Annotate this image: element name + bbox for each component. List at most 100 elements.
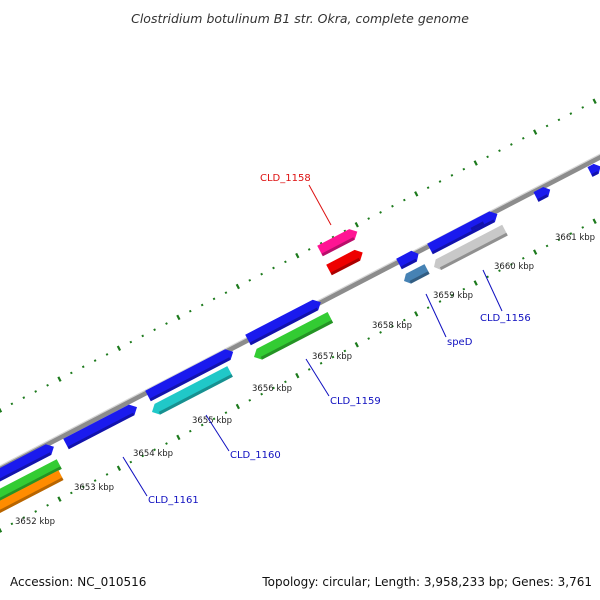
kbp-tick-label: 3657 kbp	[312, 352, 352, 362]
minor-tick	[70, 491, 73, 495]
gene-feature-shade	[260, 320, 334, 360]
minor-tick	[284, 380, 287, 384]
major-tick	[533, 249, 538, 255]
major-tick	[473, 160, 478, 166]
gene-feature[interactable]	[152, 366, 233, 415]
minor-tick	[426, 306, 430, 310]
major-tick	[592, 98, 597, 104]
gene-feature[interactable]	[63, 404, 138, 450]
minor-tick	[426, 186, 430, 190]
gene-feature-shade	[409, 271, 430, 284]
leader-cld-1160	[205, 414, 230, 452]
minor-tick	[521, 256, 525, 260]
gene-feature-shade	[431, 219, 495, 255]
gene-feature-shade	[330, 257, 361, 276]
major-tick	[592, 218, 597, 224]
gene-feature-shade	[591, 171, 599, 177]
major-tick	[235, 403, 240, 410]
minor-tick	[581, 106, 585, 109]
gene-feature[interactable]	[317, 229, 358, 257]
minor-tick	[438, 300, 442, 303]
gene-feature-shade	[0, 452, 52, 482]
gene-feature[interactable]	[145, 349, 234, 402]
map-title: Clostridium botulinum B1 str. Okra, comp…	[131, 11, 469, 26]
gene-label-cld-1160[interactable]: CLD_1160	[230, 450, 281, 461]
gene-label-cld-1156[interactable]: CLD_1156	[480, 313, 531, 324]
minor-tick	[498, 269, 501, 273]
minor-tick	[319, 361, 323, 365]
minor-tick	[93, 479, 97, 482]
minor-tick	[10, 402, 14, 406]
gene-label-cld-1161[interactable]: CLD_1161	[148, 495, 199, 506]
gene-feature[interactable]	[587, 163, 600, 177]
minor-tick	[105, 353, 109, 356]
minor-tick	[212, 297, 216, 301]
major-tick	[57, 376, 62, 382]
genome-summary: Topology: circular; Length: 3,958,233 bp…	[261, 575, 592, 589]
minor-tick	[402, 198, 406, 202]
gene-feature[interactable]	[326, 249, 363, 276]
minor-tick	[165, 442, 168, 445]
minor-tick	[510, 263, 513, 266]
minor-tick	[93, 359, 97, 362]
minor-tick	[486, 275, 489, 279]
minor-tick	[248, 278, 252, 282]
minor-tick	[224, 291, 228, 295]
major-tick	[116, 465, 122, 471]
major-tick	[354, 342, 359, 348]
minor-tick	[450, 294, 454, 297]
minor-tick	[153, 448, 156, 452]
minor-tick	[129, 340, 133, 344]
gene-feature[interactable]	[396, 250, 419, 270]
gene-feature[interactable]	[245, 299, 321, 346]
gene-label-cld-1159[interactable]: CLD_1159	[330, 396, 381, 407]
minor-tick	[188, 309, 192, 313]
gene-feature[interactable]	[254, 312, 334, 360]
minor-tick	[260, 272, 263, 276]
minor-tick	[557, 118, 561, 122]
gene-feature-shade	[158, 374, 233, 415]
minor-tick	[450, 174, 454, 177]
kbp-tick-label: 3658 kbp	[372, 321, 412, 331]
gene-feature[interactable]	[0, 459, 62, 502]
minor-tick	[462, 167, 466, 171]
leader-cld-1158	[308, 184, 332, 226]
minor-tick	[212, 417, 216, 421]
gene-feature-shade	[0, 477, 64, 514]
leader-sped	[425, 293, 447, 338]
minor-tick	[569, 232, 573, 235]
gene-feature[interactable]	[0, 444, 54, 485]
minor-tick	[307, 368, 311, 371]
gene-leader-lines	[122, 184, 503, 497]
minor-tick	[284, 260, 287, 264]
gene-labels: CLD_1158 CLD_1156 speD CLD_1159 CLD_1160…	[148, 173, 531, 506]
minor-tick	[141, 454, 145, 458]
gene-feature-shade	[249, 307, 319, 346]
gene-label-cld-1158[interactable]: CLD_1158	[260, 173, 311, 184]
minor-tick	[521, 136, 525, 140]
gene-label-sped[interactable]: speD	[447, 337, 473, 348]
kbp-tick-label: 3652 kbp	[15, 517, 55, 527]
major-tick	[414, 191, 419, 197]
leader-cld-1161	[122, 456, 148, 497]
minor-tick	[557, 238, 561, 242]
minor-tick	[391, 204, 394, 208]
major-tick	[0, 527, 3, 533]
gene-feature[interactable]	[0, 470, 64, 514]
gene-feature[interactable]	[434, 224, 508, 270]
gene-feature-shade	[149, 357, 231, 402]
gene-features	[0, 163, 600, 514]
gene-feature[interactable]	[404, 264, 430, 284]
minor-tick	[462, 287, 466, 291]
leader-cld-1156	[482, 269, 503, 312]
gene-feature[interactable]	[533, 187, 551, 202]
minor-tick	[81, 365, 85, 369]
gene-feature[interactable]	[468, 217, 485, 231]
tick-dots-outer	[0, 98, 597, 413]
minor-tick	[141, 334, 145, 338]
minor-tick	[343, 349, 347, 353]
accession-label: Accession: NC_010516	[10, 575, 146, 589]
leader-cld-1159	[305, 358, 330, 397]
major-tick	[57, 496, 62, 502]
